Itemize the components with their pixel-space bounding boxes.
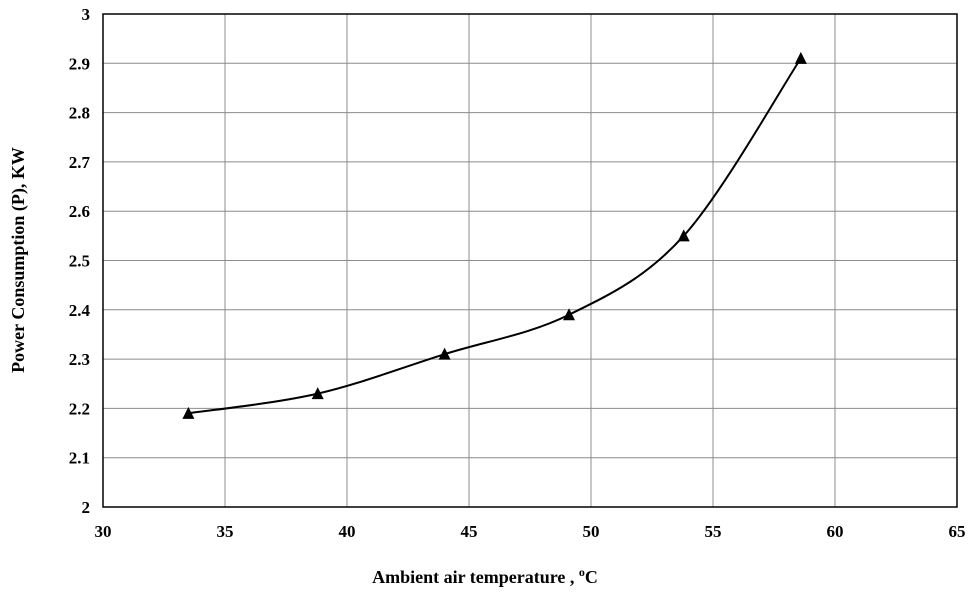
y-tick-label: 2	[82, 498, 91, 517]
x-tick-label: 45	[461, 522, 478, 541]
y-axis-title: Power Consumption (P), KW	[8, 147, 29, 373]
y-tick-label: 2.1	[69, 449, 90, 468]
x-tick-label: 50	[583, 522, 600, 541]
series-line	[188, 57, 802, 415]
x-tick-label: 55	[705, 522, 722, 541]
data-point-marker	[677, 229, 690, 242]
y-tick-label: 2.6	[69, 202, 90, 221]
y-tick-labels: 2 2.1 2.2 2.3 2.4 2.5 2.6 2.7 2.8 2.9 3	[69, 5, 91, 517]
x-axis-title-unit: C	[585, 567, 598, 587]
x-tick-label: 40	[339, 522, 356, 541]
x-axis-title-text: Ambient air temperature ,	[372, 567, 579, 587]
y-tick-label: 3	[82, 5, 91, 24]
data-point-marker	[311, 387, 324, 400]
y-tick-label: 2.4	[69, 301, 91, 320]
x-tick-labels: 30 35 40 45 50 55 60 65	[95, 522, 966, 541]
x-axis-title: Ambient air temperature , oC	[372, 565, 598, 587]
x-tick-label: 60	[827, 522, 844, 541]
y-tick-label: 2.2	[69, 399, 90, 418]
data-point-marker	[563, 308, 576, 321]
x-axis-title-degree: o	[579, 565, 585, 579]
y-tick-label: 2.9	[69, 54, 90, 73]
y-tick-label: 2.7	[69, 153, 91, 172]
plot-area	[102, 13, 958, 508]
x-tick-label: 65	[949, 522, 966, 541]
data-point-marker	[438, 347, 451, 360]
grid	[102, 13, 958, 508]
y-tick-label: 2.3	[69, 350, 90, 369]
x-tick-label: 35	[217, 522, 234, 541]
y-tick-label: 2.5	[69, 252, 90, 271]
plot-frame	[102, 13, 958, 508]
data-point-marker	[182, 406, 195, 419]
series	[182, 51, 807, 419]
data-point-marker	[794, 51, 807, 64]
y-tick-label: 2.8	[69, 104, 90, 123]
x-tick-label: 30	[95, 522, 112, 541]
